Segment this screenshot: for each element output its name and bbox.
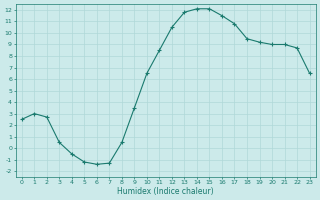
X-axis label: Humidex (Indice chaleur): Humidex (Indice chaleur) bbox=[117, 187, 214, 196]
